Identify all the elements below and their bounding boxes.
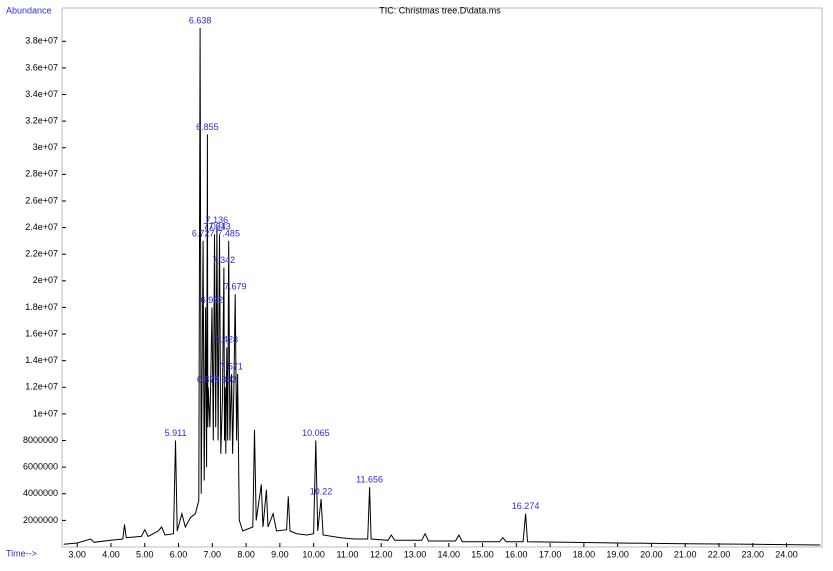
peak-label: 5.911 xyxy=(165,428,187,438)
peak-label: 10.065 xyxy=(302,428,330,438)
peak-label: 7.679 xyxy=(224,282,247,292)
chart-title: TIC: Christmas tree.D\data.ms xyxy=(379,5,501,15)
x-tick-label: 17.00 xyxy=(539,549,562,559)
peak-label: 6.992 xyxy=(201,295,224,305)
peak-label: 7.571 xyxy=(220,361,243,371)
y-tick-label: 2.6e+07 xyxy=(25,195,58,205)
y-tick-label: 6000000 xyxy=(23,462,58,472)
x-tick-label: 20.00 xyxy=(640,549,663,559)
peak-label: 6.878 xyxy=(197,375,220,385)
peak-label: 7.136 xyxy=(206,215,229,225)
x-tick-label: 13.00 xyxy=(404,549,427,559)
y-tick-label: 2.8e+07 xyxy=(25,169,58,179)
x-tick-label: 3.00 xyxy=(68,549,86,559)
peak-label: 7.213 xyxy=(208,222,231,232)
x-axis-label: Time--> xyxy=(6,548,37,558)
y-axis-label: Abundance xyxy=(6,5,52,15)
x-tick-label: 8.00 xyxy=(237,549,255,559)
peak-label: 7.428 xyxy=(216,335,239,345)
y-tick-label: 1.2e+07 xyxy=(25,382,58,392)
y-tick-label: 3e+07 xyxy=(33,142,58,152)
y-tick-label: 1.4e+07 xyxy=(25,355,58,365)
peak-label: 6.727 xyxy=(192,228,215,238)
y-tick-label: 1e+07 xyxy=(33,408,58,418)
trace xyxy=(63,27,821,546)
y-tick-label: 1.8e+07 xyxy=(25,302,58,312)
x-tick-label: 19.00 xyxy=(606,549,629,559)
y-tick-label: 4000000 xyxy=(23,488,58,498)
y-tick-label: 2.4e+07 xyxy=(25,222,58,232)
x-tick-label: 6.00 xyxy=(170,549,188,559)
x-tick-label: 23.00 xyxy=(741,549,764,559)
y-tick-label: 3.8e+07 xyxy=(25,36,58,46)
x-tick-label: 10.00 xyxy=(302,549,325,559)
y-tick-label: 3.6e+07 xyxy=(25,62,58,72)
y-tick-label: 1.6e+07 xyxy=(25,328,58,338)
x-tick-label: 14.00 xyxy=(437,549,460,559)
y-tick-label: 3.4e+07 xyxy=(25,89,58,99)
peak-label: 7.485 xyxy=(217,228,240,238)
x-tick-label: 16.00 xyxy=(505,549,528,559)
peak-label: 7.342 xyxy=(213,255,236,265)
y-tick-label: 2.2e+07 xyxy=(25,249,58,259)
peak-label: 16.274 xyxy=(512,501,540,511)
peak-label: 7.383 xyxy=(214,375,237,385)
peak-label: 6.638 xyxy=(189,15,212,25)
peak-label: 7.064 xyxy=(203,222,226,232)
y-tick-label: 3.2e+07 xyxy=(25,115,58,125)
x-tick-label: 24.00 xyxy=(775,549,798,559)
x-tick-label: 9.00 xyxy=(271,549,289,559)
x-tick-label: 7.00 xyxy=(204,549,222,559)
x-tick-label: 11.00 xyxy=(336,549,358,559)
x-tick-label: 4.00 xyxy=(102,549,120,559)
plot-frame xyxy=(61,7,823,548)
x-tick-label: 18.00 xyxy=(573,549,596,559)
peak-label: 11.656 xyxy=(356,474,383,484)
y-tick-label: 2e+07 xyxy=(33,275,58,285)
y-tick-label: 8000000 xyxy=(23,435,58,445)
x-tick-label: 5.00 xyxy=(136,549,154,559)
peak-label: 10.22 xyxy=(310,486,333,496)
peak-label: 6.855 xyxy=(196,122,219,132)
x-tick-label: 21.00 xyxy=(674,549,697,559)
x-tick-label: 22.00 xyxy=(708,549,731,559)
x-tick-label: 12.00 xyxy=(370,549,393,559)
y-tick-label: 2000000 xyxy=(23,515,58,525)
x-tick-label: 15.00 xyxy=(471,549,494,559)
